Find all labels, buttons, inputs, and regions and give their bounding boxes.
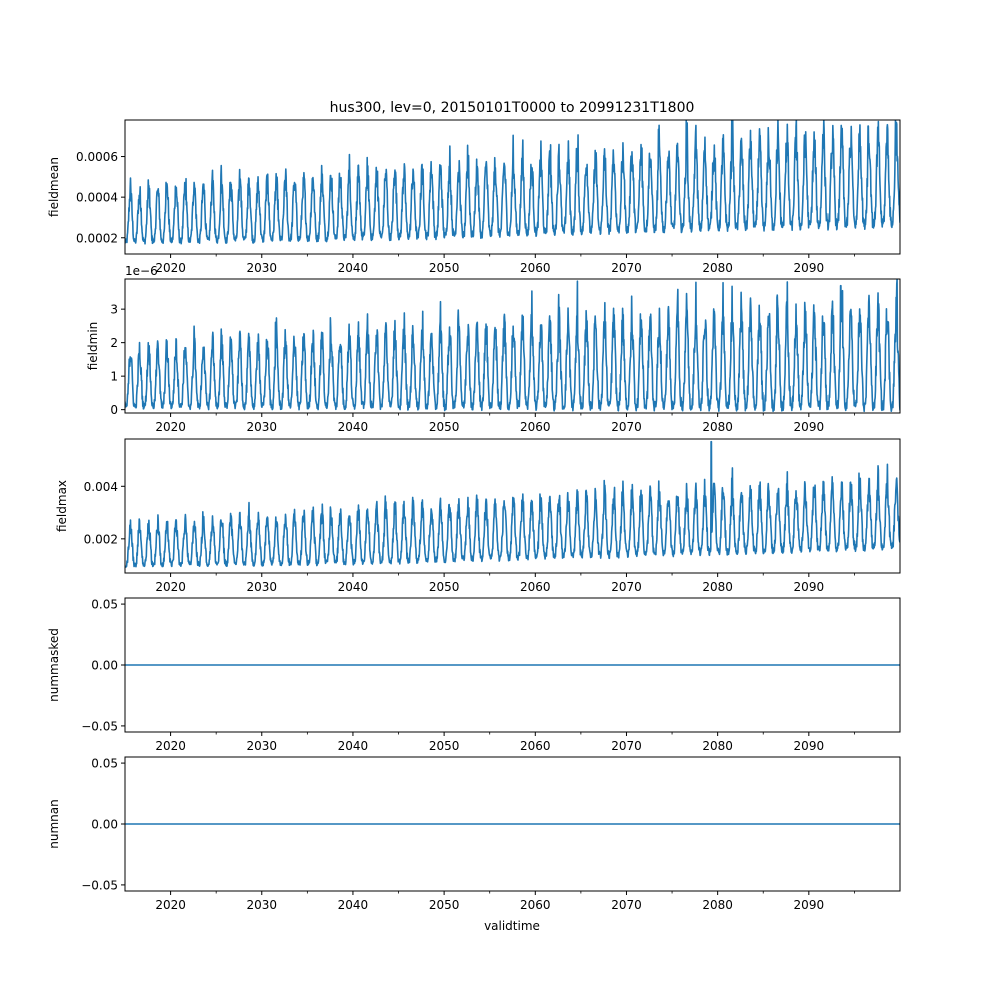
y-offset-text: 1e−6 xyxy=(125,264,158,278)
x-tick-label: 2020 xyxy=(155,261,186,275)
y-tick-label: −0.05 xyxy=(81,878,118,892)
x-tick-label: 2050 xyxy=(429,261,460,275)
x-tick-label: 2020 xyxy=(155,739,186,753)
y-tick-label: 0.00 xyxy=(91,659,118,673)
x-tick-label: 2030 xyxy=(246,739,277,753)
x-tick-label: 2060 xyxy=(520,898,551,912)
x-tick-label: 2020 xyxy=(155,420,186,434)
x-tick-label: 2050 xyxy=(429,580,460,594)
x-tick-label: 2070 xyxy=(611,261,642,275)
x-axis-label: validtime xyxy=(484,919,540,933)
y-tick-label: 0.0002 xyxy=(76,231,118,245)
x-tick-label: 2080 xyxy=(702,898,733,912)
x-tick-label: 2080 xyxy=(702,261,733,275)
x-tick-label: 2070 xyxy=(611,420,642,434)
series-line-fieldmax xyxy=(125,440,900,568)
x-tick-label: 2080 xyxy=(702,580,733,594)
series-line-fieldmean xyxy=(125,120,900,245)
panel-fieldmax: 0.002 0.004 2020 2030 2040 2050 2060 2070 2080 20… xyxy=(55,438,901,594)
x-tick-label: 2040 xyxy=(338,739,369,753)
series-line-fieldmin xyxy=(125,279,900,413)
y-tick-label: 0.00 xyxy=(91,818,118,832)
y-tick-label: 2 xyxy=(110,336,118,350)
x-tick-label: 2040 xyxy=(338,261,369,275)
y-tick-label: −0.05 xyxy=(81,719,118,733)
y-tick-label: 0.0004 xyxy=(76,191,118,205)
x-tick-label: 2040 xyxy=(338,580,369,594)
x-tick-label: 2040 xyxy=(338,420,369,434)
y-tick-label: 3 xyxy=(110,303,118,317)
axes-frame xyxy=(124,278,901,414)
x-tick-label: 2050 xyxy=(429,739,460,753)
x-tick-label: 2090 xyxy=(794,420,825,434)
x-tick-label: 2050 xyxy=(429,898,460,912)
x-tick-label: 2070 xyxy=(611,739,642,753)
x-tick-label: 2090 xyxy=(794,580,825,594)
y-axis-label: numnan xyxy=(47,799,61,848)
x-tick-label: 2030 xyxy=(246,580,277,594)
x-tick-label: 2060 xyxy=(520,739,551,753)
y-tick-label: 1 xyxy=(110,370,118,384)
y-tick-label: 0.05 xyxy=(91,598,118,612)
x-tick-label: 2090 xyxy=(794,261,825,275)
axes-frame xyxy=(124,438,901,574)
x-tick-label: 2030 xyxy=(246,420,277,434)
y-tick-label: 0.0006 xyxy=(76,150,118,164)
y-axis-label: nummasked xyxy=(47,628,61,702)
panel-numnan: −0.05 0.00 0.05 2020 2030 2040 2050 2060 2070 208… xyxy=(47,756,901,912)
y-tick-label: 0.004 xyxy=(84,480,118,494)
x-tick-label: 2070 xyxy=(611,580,642,594)
x-tick-label: 2090 xyxy=(794,898,825,912)
panel-nummasked: −0.05 0.00 0.05 2020 2030 2040 2050 2060 2070 208… xyxy=(47,597,901,753)
x-tick-label: 2030 xyxy=(246,261,277,275)
y-tick-label: 0.002 xyxy=(84,532,118,546)
y-axis-label: fieldmax xyxy=(55,480,69,532)
x-tick-label: 2080 xyxy=(702,420,733,434)
axes-frame xyxy=(124,119,901,255)
panel-fieldmean: 0.0002 0.0004 0.0006 2020 2030 2040 2050 2060 20… xyxy=(47,119,901,275)
chart-title: hus300, lev=0, 20150101T0000 to 20991231… xyxy=(330,100,695,116)
x-tick-label: 2030 xyxy=(246,898,277,912)
x-tick-label: 2050 xyxy=(429,420,460,434)
x-tick-label: 2020 xyxy=(155,898,186,912)
x-tick-label: 2020 xyxy=(155,580,186,594)
x-tick-label: 2060 xyxy=(520,420,551,434)
y-tick-label: 0.05 xyxy=(91,757,118,771)
y-axis-label: fieldmin xyxy=(86,322,100,371)
x-tick-label: 2090 xyxy=(794,739,825,753)
x-tick-label: 2060 xyxy=(520,261,551,275)
y-tick-label: 0 xyxy=(110,403,118,417)
y-axis-label: fieldmean xyxy=(47,157,61,217)
x-tick-label: 2080 xyxy=(702,739,733,753)
x-tick-label: 2060 xyxy=(520,580,551,594)
x-tick-label: 2070 xyxy=(611,898,642,912)
x-tick-label: 2040 xyxy=(338,898,369,912)
